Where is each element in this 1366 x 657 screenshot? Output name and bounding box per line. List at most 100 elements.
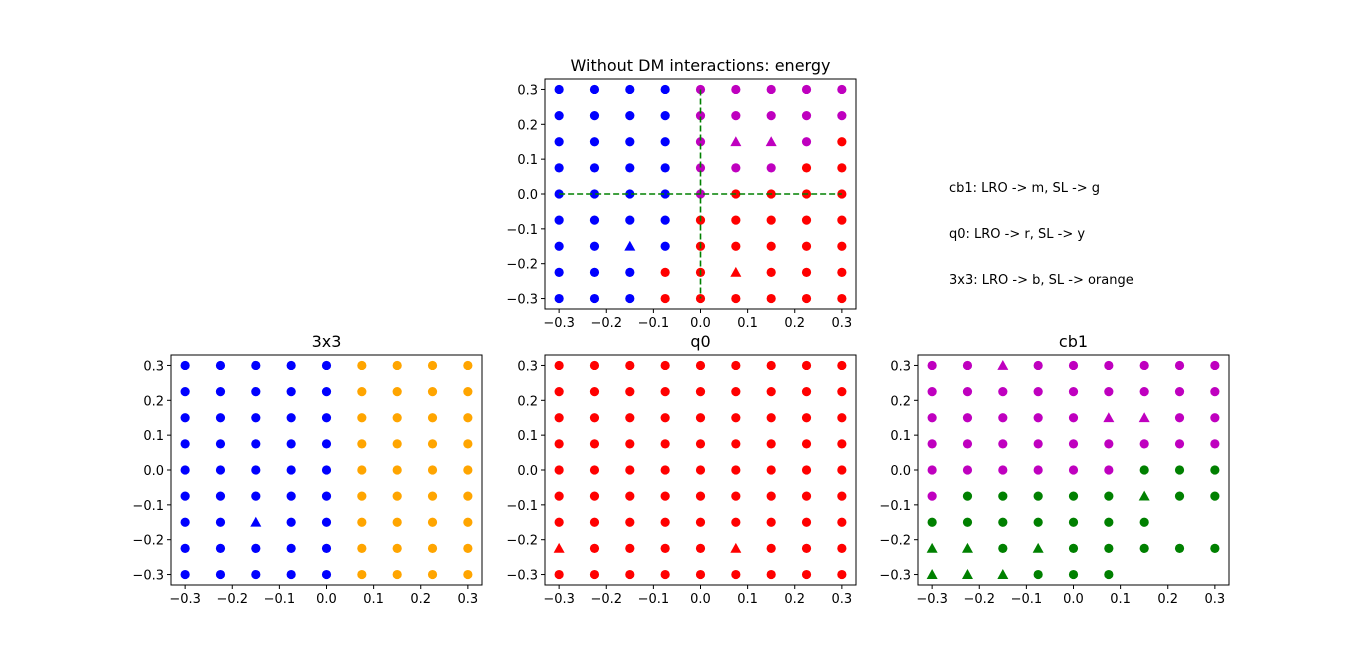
y-tick-label: 0.0	[143, 464, 164, 479]
circle-marker	[801, 491, 812, 501]
circle-marker	[801, 569, 812, 580]
circle-marker	[1174, 360, 1185, 371]
circle-marker	[286, 386, 296, 397]
circle-marker	[731, 491, 741, 501]
circle-marker	[392, 517, 402, 527]
circle-marker	[962, 491, 973, 501]
panel-energy: Without DM interactions: energy−0.3 −0.2−…	[506, 56, 857, 331]
circle-marker	[251, 465, 261, 475]
x-tick-label: 0.2	[784, 316, 805, 331]
circle-marker	[731, 360, 741, 371]
x-tick-label: −0.3	[543, 316, 575, 331]
circle-marker	[180, 543, 190, 554]
circle-marker	[357, 543, 367, 554]
circle-marker	[695, 110, 706, 121]
circle-marker	[962, 465, 973, 475]
circle-marker	[392, 360, 402, 371]
circle-marker	[1104, 543, 1114, 554]
circle-marker	[998, 413, 1008, 423]
circle-marker	[927, 465, 937, 475]
circle-marker	[321, 543, 332, 554]
circle-marker	[766, 386, 776, 397]
circle-marker	[1033, 569, 1043, 580]
circle-marker	[837, 293, 847, 304]
circle-marker	[837, 569, 847, 580]
circle-marker	[625, 413, 635, 423]
circle-marker	[589, 517, 600, 527]
circle-marker	[427, 465, 438, 475]
circle-marker	[731, 293, 741, 304]
circle-marker	[180, 439, 190, 449]
circle-marker	[837, 386, 847, 397]
circle-marker	[801, 413, 812, 423]
circle-marker	[766, 569, 776, 580]
circle-marker	[180, 491, 190, 501]
circle-marker	[625, 110, 635, 121]
circle-marker	[286, 360, 296, 371]
circle-marker	[837, 267, 847, 278]
circle-marker	[589, 439, 600, 449]
circle-marker	[625, 84, 635, 95]
circle-marker	[554, 267, 564, 278]
circle-marker	[660, 439, 670, 449]
circle-marker	[766, 267, 776, 278]
circle-marker	[660, 465, 670, 475]
triangle-marker	[997, 359, 1009, 370]
circle-marker	[731, 241, 741, 251]
circle-marker	[837, 110, 847, 121]
x-tick-label: −0.2	[590, 316, 622, 331]
circle-marker	[589, 491, 600, 501]
y-tick-label: −0.3	[506, 293, 538, 308]
circle-marker	[392, 413, 402, 423]
circle-marker	[1139, 360, 1149, 371]
circle-marker	[554, 137, 564, 147]
triangle-marker	[926, 569, 938, 579]
circle-marker	[766, 413, 776, 423]
y-tick-label: 0.2	[890, 394, 911, 409]
circle-marker	[357, 569, 367, 580]
circle-marker	[286, 569, 296, 580]
circle-marker	[463, 465, 473, 475]
circle-marker	[695, 386, 706, 397]
circle-marker	[321, 491, 332, 501]
circle-marker	[801, 84, 812, 95]
triangle-marker	[553, 542, 565, 553]
y-tick-label: −0.1	[506, 499, 538, 514]
circle-marker	[695, 413, 706, 423]
chart-title: 3x3	[312, 332, 342, 351]
circle-marker	[463, 439, 473, 449]
circle-marker	[962, 413, 973, 423]
circle-marker	[695, 517, 706, 527]
circle-marker	[554, 241, 564, 251]
circle-marker	[837, 137, 847, 147]
circle-marker	[927, 439, 937, 449]
x-tick-label: 0.3	[832, 316, 853, 331]
circle-marker	[1068, 413, 1079, 423]
circle-marker	[554, 110, 564, 121]
circle-marker	[589, 413, 600, 423]
circle-marker	[554, 465, 564, 475]
x-tick-label: −0.1	[264, 592, 296, 607]
circle-marker	[321, 360, 332, 371]
circle-marker	[589, 241, 600, 251]
circle-marker	[731, 215, 741, 225]
circle-marker	[1068, 386, 1079, 397]
circle-marker	[554, 84, 564, 95]
circle-marker	[695, 163, 706, 173]
circle-marker	[215, 439, 226, 449]
circle-marker	[357, 439, 367, 449]
circle-marker	[427, 543, 438, 554]
circle-marker	[1210, 413, 1220, 423]
x-tick-label: −0.3	[916, 592, 948, 607]
circle-marker	[731, 517, 741, 527]
circle-marker	[215, 569, 226, 580]
circle-marker	[463, 491, 473, 501]
triangle-marker	[1103, 412, 1115, 423]
circle-marker	[463, 569, 473, 580]
circle-marker	[1068, 569, 1079, 580]
circle-marker	[321, 439, 332, 449]
circle-marker	[837, 413, 847, 423]
circle-marker	[625, 293, 635, 304]
circle-marker	[766, 465, 776, 475]
circle-marker	[660, 189, 670, 199]
